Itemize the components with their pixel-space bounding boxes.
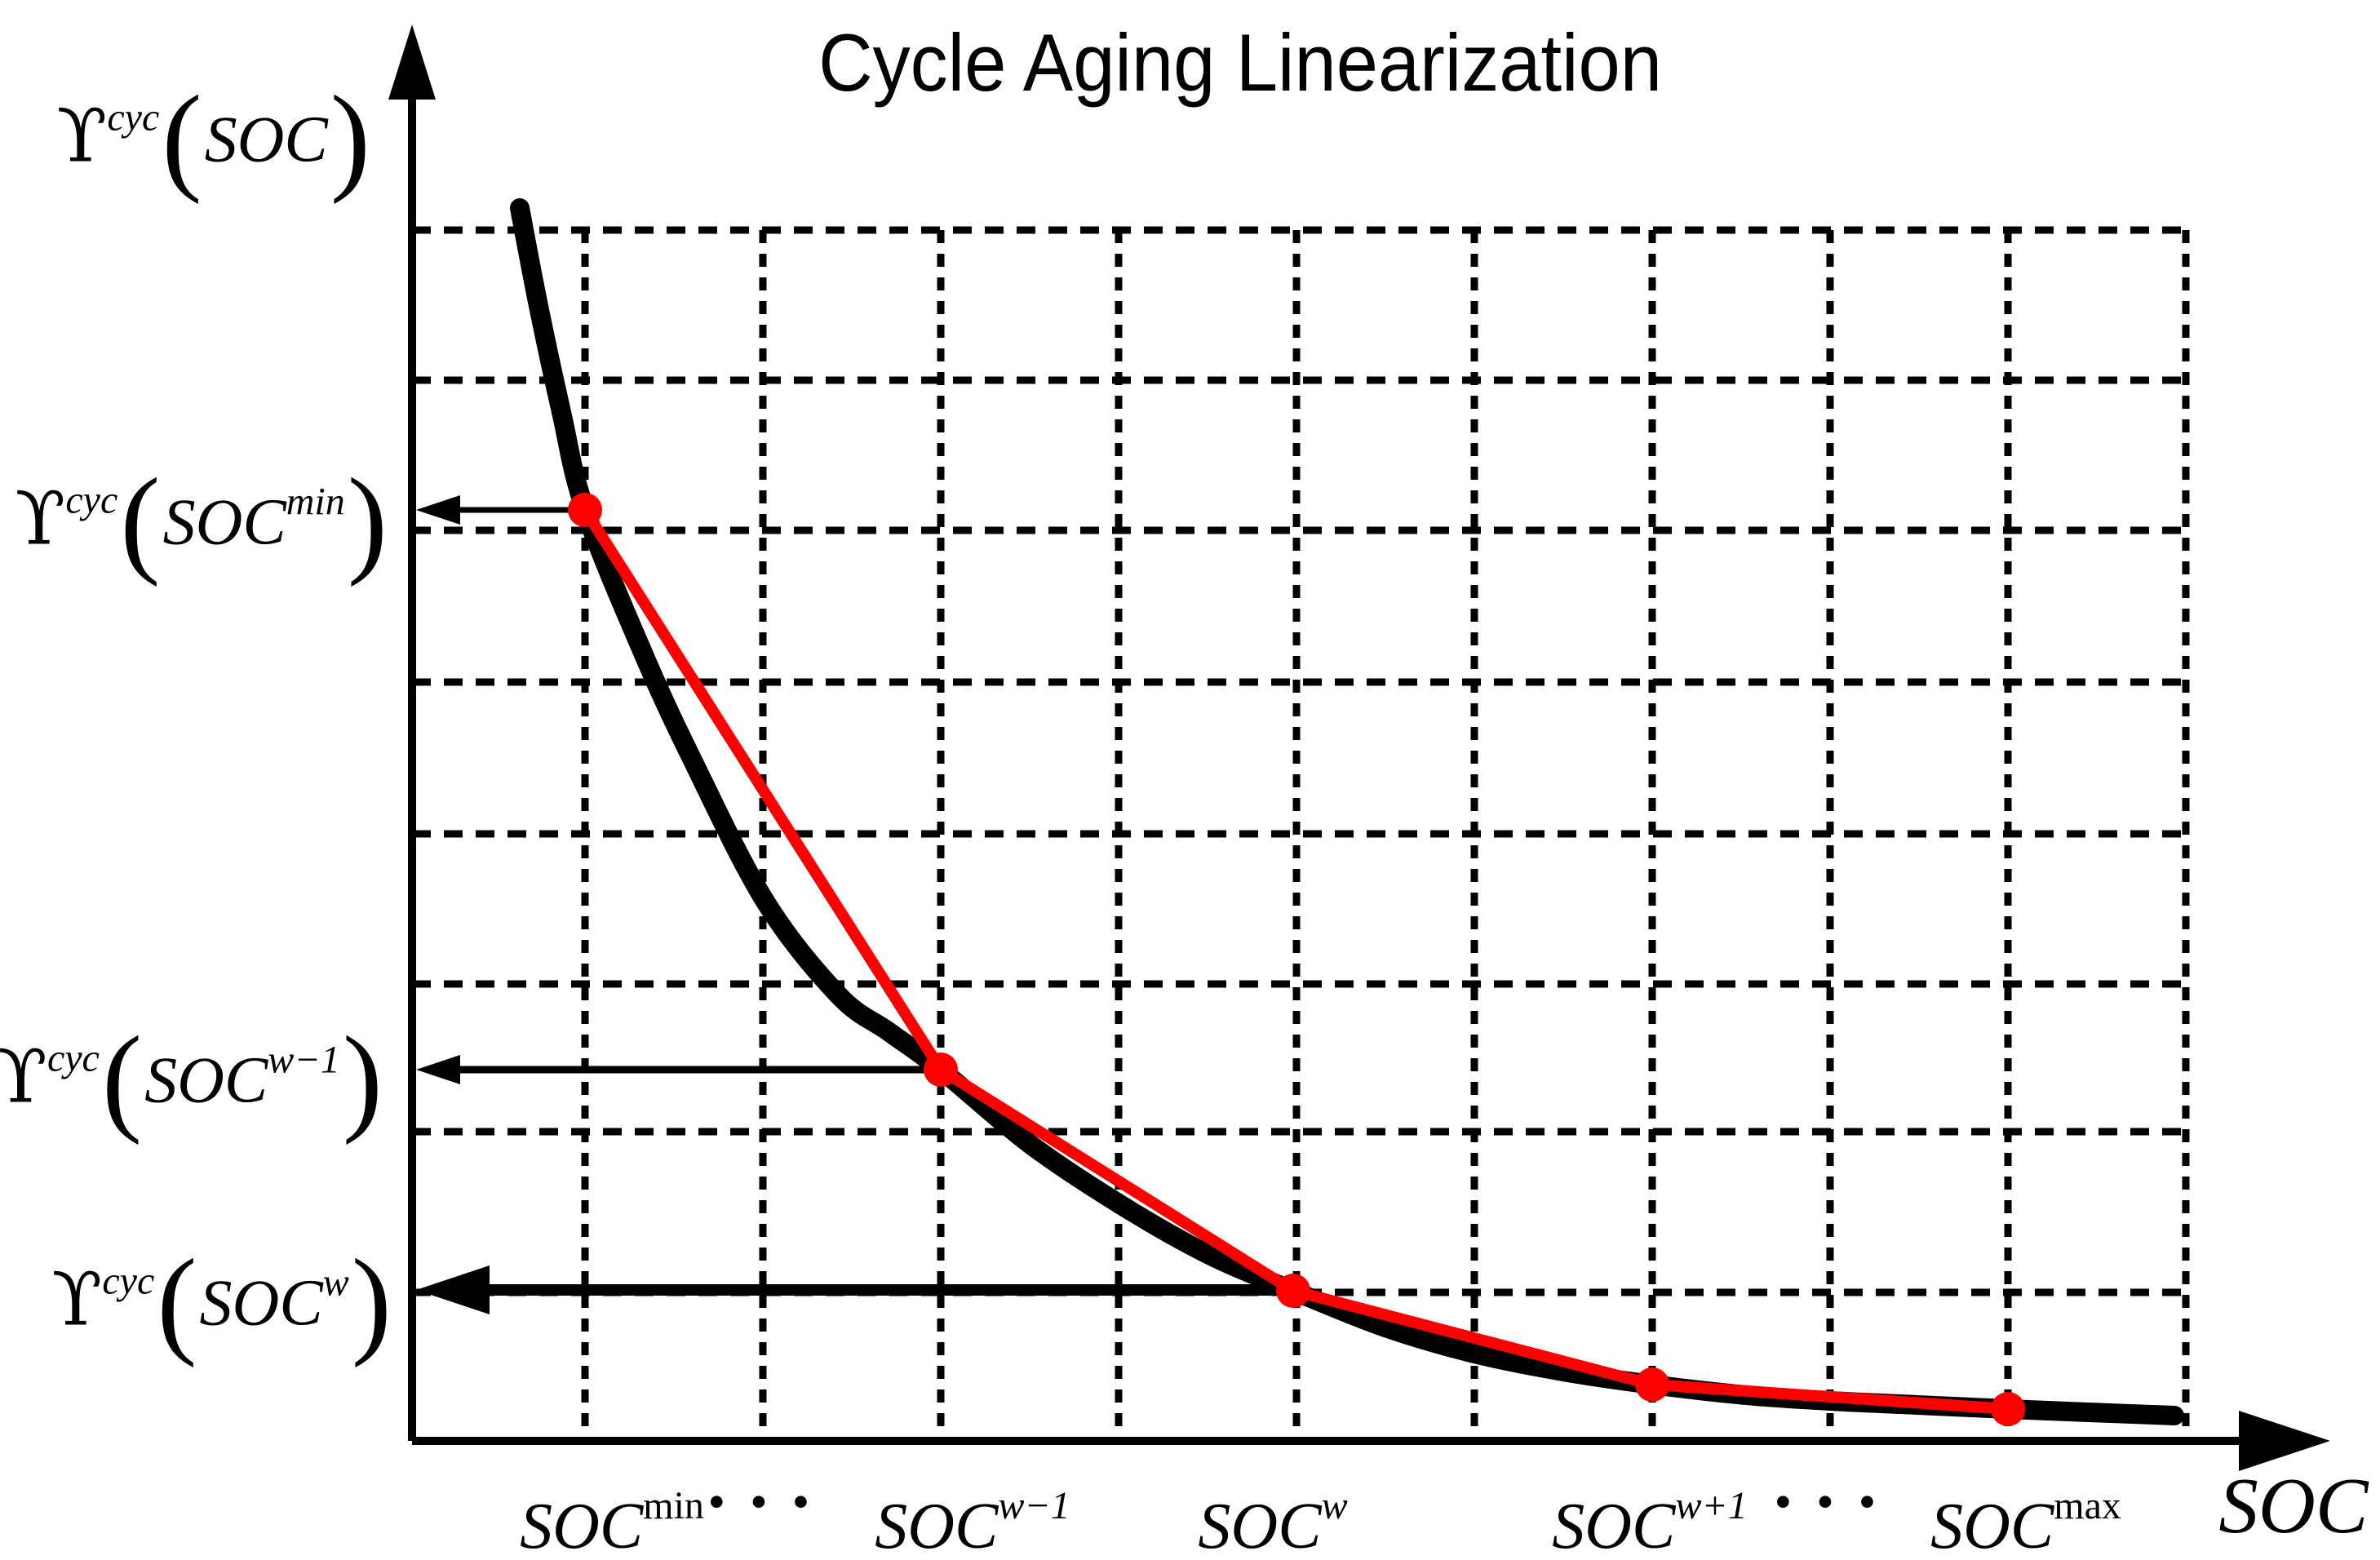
soc-superscript: w−1 bbox=[998, 1484, 1070, 1527]
x-axis-label: SOCmax bbox=[1930, 1467, 2121, 1560]
superscript-cyc: cyc bbox=[102, 1259, 155, 1303]
soc-symbol: SOC bbox=[2218, 1462, 2369, 1549]
y-axis-arrowhead bbox=[388, 24, 436, 100]
upsilon-symbol: ϒ bbox=[15, 476, 66, 562]
breakpoint-dot bbox=[1991, 1392, 2025, 1426]
upsilon-symbol: ϒ bbox=[0, 1034, 47, 1120]
soc-symbol: SOC bbox=[875, 1491, 999, 1560]
y-axis-label: ϒcyc(SOCmin) bbox=[15, 461, 390, 582]
open-paren: ( bbox=[157, 1234, 197, 1369]
soc-symbol: SOC bbox=[1552, 1491, 1676, 1560]
upsilon-symbol: ϒ bbox=[51, 1256, 103, 1343]
close-paren: ) bbox=[347, 454, 388, 588]
x-axis-label: SOCw bbox=[1198, 1467, 1347, 1560]
ellipsis-dots: ··· bbox=[702, 1450, 829, 1556]
superscript-cyc: cyc bbox=[65, 478, 118, 522]
x-axis-ellipsis: ··· bbox=[1769, 1457, 1895, 1549]
open-paren: ( bbox=[162, 71, 202, 206]
open-paren: ( bbox=[101, 1012, 143, 1146]
soc-superscript: min bbox=[643, 1484, 704, 1527]
soc-superscript: w bbox=[322, 1261, 349, 1305]
ellipsis-dots: ··· bbox=[1768, 1450, 1895, 1556]
soc-superscript: w bbox=[1321, 1484, 1348, 1527]
callout-arrowhead bbox=[416, 1055, 460, 1084]
soc-superscript: max bbox=[2054, 1484, 2121, 1527]
soc-superscript: min bbox=[286, 480, 345, 524]
y-axis-label: ϒcyc(SOCw) bbox=[51, 1242, 394, 1363]
soc-superscript: w+1 bbox=[1675, 1484, 1748, 1527]
soc-symbol: SOC bbox=[1930, 1491, 2054, 1560]
soc-superscript: w−1 bbox=[268, 1038, 340, 1082]
x-axis-arrowhead bbox=[2239, 1411, 2330, 1471]
breakpoint-dot bbox=[568, 493, 602, 527]
superscript-cyc: cyc bbox=[107, 95, 160, 140]
callout-arrowhead bbox=[416, 495, 460, 525]
soc-symbol: SOC bbox=[204, 104, 328, 176]
x-axis-label: SOCw+1 bbox=[1552, 1467, 1748, 1560]
aging-cost-curve bbox=[510, 198, 2184, 1425]
y-axis-label: ϒcyc(SOCw−1) bbox=[0, 1019, 385, 1140]
close-paren: ) bbox=[342, 1012, 383, 1146]
close-paren: ) bbox=[351, 1234, 392, 1369]
x-axis-label: SOCmin bbox=[520, 1467, 704, 1560]
chart-title: Cycle Aging Linearization bbox=[818, 17, 1662, 108]
soc-symbol: SOC bbox=[162, 486, 286, 559]
breakpoint-dot bbox=[924, 1053, 958, 1087]
y-axis-label: ϒcyc(SOC) bbox=[56, 78, 373, 199]
breakpoint-dot bbox=[1276, 1274, 1310, 1308]
close-paren: ) bbox=[330, 71, 370, 206]
breakpoint-dot bbox=[1635, 1367, 1669, 1402]
x-axis-label: SOC bbox=[2218, 1466, 2368, 1550]
open-paren: ( bbox=[120, 454, 161, 588]
upsilon-symbol: ϒ bbox=[56, 93, 108, 179]
superscript-cyc: cyc bbox=[47, 1036, 100, 1080]
soc-symbol: SOC bbox=[144, 1044, 268, 1117]
soc-symbol: SOC bbox=[520, 1491, 644, 1560]
callout-arrowhead bbox=[416, 1265, 490, 1314]
soc-symbol: SOC bbox=[1198, 1491, 1322, 1560]
x-axis-ellipsis: ··· bbox=[702, 1457, 829, 1549]
x-axis-label: SOCw−1 bbox=[875, 1467, 1070, 1560]
soc-symbol: SOC bbox=[199, 1267, 323, 1340]
